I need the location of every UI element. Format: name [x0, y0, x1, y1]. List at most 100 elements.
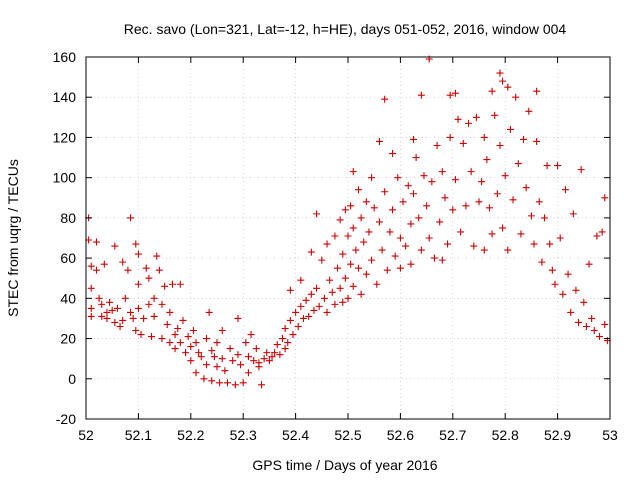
data-point	[108, 306, 116, 314]
data-point	[559, 290, 567, 298]
y-axis-label: STEC from uqrg / TECUs	[5, 159, 21, 317]
data-point	[297, 276, 305, 284]
data-point	[352, 246, 360, 254]
data-point	[381, 188, 389, 196]
data-point	[381, 95, 389, 103]
data-point	[234, 351, 242, 359]
x-tick-label: 52.9	[544, 427, 571, 443]
data-point	[113, 304, 121, 312]
data-point	[541, 214, 548, 222]
data-point	[171, 331, 179, 339]
data-point	[396, 234, 404, 242]
data-point	[389, 150, 397, 158]
data-point	[334, 264, 342, 272]
data-point	[208, 347, 216, 355]
data-point	[543, 162, 551, 170]
data-point	[349, 224, 357, 232]
data-point	[166, 308, 174, 316]
data-point	[313, 284, 321, 292]
data-point	[129, 314, 137, 322]
data-point	[132, 240, 140, 248]
data-point	[373, 280, 381, 288]
data-point	[252, 345, 260, 353]
data-point	[140, 314, 148, 322]
data-point	[323, 308, 331, 316]
data-point	[339, 250, 347, 258]
data-point	[368, 256, 376, 264]
data-point	[87, 304, 95, 312]
data-point	[137, 331, 145, 339]
data-point	[601, 320, 609, 328]
data-point	[407, 260, 415, 268]
data-point	[226, 345, 234, 353]
data-point	[299, 314, 307, 322]
data-point	[237, 361, 245, 369]
data-point	[598, 228, 606, 236]
data-point	[475, 198, 483, 206]
data-point	[158, 335, 166, 343]
x-axis-label: GPS time / Days of year 2016	[252, 457, 437, 473]
data-point	[132, 327, 140, 335]
data-point	[127, 308, 135, 316]
data-point	[530, 240, 538, 248]
data-point	[410, 135, 417, 143]
data-point	[182, 349, 190, 357]
data-point	[375, 137, 383, 145]
data-point	[546, 240, 554, 248]
data-point	[134, 280, 142, 288]
data-point	[229, 357, 237, 365]
data-point	[92, 238, 100, 246]
y-tick-label: 60	[60, 250, 76, 266]
x-tick-label: 52.7	[439, 427, 466, 443]
y-tick-label: 100	[53, 170, 77, 186]
data-point	[389, 206, 397, 214]
data-point	[250, 357, 258, 365]
data-point	[588, 314, 596, 322]
data-point	[341, 206, 349, 214]
data-point	[438, 256, 446, 264]
data-point	[263, 349, 271, 357]
x-tick-label: 52.3	[230, 427, 257, 443]
data-point	[349, 168, 357, 176]
data-point	[368, 174, 376, 182]
y-tick-label: 140	[53, 89, 77, 105]
data-point	[218, 327, 226, 335]
data-point	[446, 91, 454, 99]
data-point	[286, 316, 294, 324]
data-point	[213, 339, 221, 347]
data-point	[176, 280, 184, 288]
data-point	[297, 302, 305, 310]
data-point	[593, 232, 601, 240]
data-point	[174, 325, 182, 332]
data-point	[179, 316, 187, 324]
data-point	[357, 214, 365, 222]
data-point	[420, 172, 428, 180]
x-tick-label: 52.8	[492, 427, 519, 443]
data-point	[394, 174, 402, 182]
data-point	[596, 333, 604, 341]
data-point	[430, 254, 438, 262]
data-point	[556, 234, 564, 242]
data-point	[535, 198, 543, 206]
data-point	[493, 190, 501, 198]
data-point	[336, 216, 344, 224]
data-point	[444, 240, 452, 248]
data-point	[87, 284, 95, 292]
data-point	[488, 87, 496, 95]
data-point	[404, 182, 412, 190]
data-point	[354, 186, 362, 194]
data-point	[328, 288, 336, 296]
data-point	[150, 294, 158, 302]
y-tick-label: 0	[68, 371, 76, 387]
data-point	[399, 198, 407, 206]
data-point	[184, 333, 192, 341]
data-point	[244, 353, 252, 361]
grid-lines	[86, 57, 610, 419]
data-point	[341, 274, 349, 282]
data-point	[276, 351, 284, 359]
data-point	[567, 308, 575, 316]
data-point	[305, 312, 313, 320]
x-tick-label: 52.1	[125, 427, 152, 443]
data-point	[145, 300, 153, 308]
data-point	[103, 314, 111, 322]
